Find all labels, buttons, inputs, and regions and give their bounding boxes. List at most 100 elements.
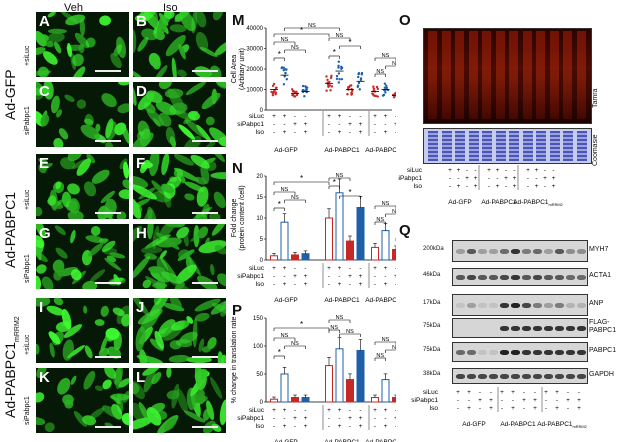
cell-shape [105,327,120,340]
cell-shape [100,190,116,204]
treat-sign: - [523,405,525,412]
cell-shape [195,31,209,52]
cell-shape [74,32,90,49]
treat-sign: - [283,415,285,422]
tamra-gel [423,28,592,124]
column-header-iso: Iso [163,2,178,14]
bar [270,255,278,261]
data-point [271,84,275,87]
cell-shape [158,319,176,338]
cell-shape [201,346,211,353]
treat-sign: + [489,405,493,412]
micrograph-panel-d: D [133,82,226,147]
cell-shape [56,109,63,118]
treat-sign: + [577,405,581,412]
cell-shape [169,298,182,310]
sig-label: * [333,48,336,57]
cell-shape [40,114,50,127]
treat-sign: + [384,113,388,120]
data-point [393,92,396,95]
row-label-ad-gfp: Ad-GFP [2,69,18,120]
cell-shape [57,266,79,277]
protein-band [467,248,476,254]
cell-shape [85,37,96,48]
treat-sign: + [552,183,556,190]
data-point [375,85,379,89]
data-point [272,82,276,86]
cell-shape [209,212,221,219]
row-label-ad-pabpc1-mrrm2: Ad-PABPC1mRRM2 [2,316,21,418]
y-tick-label: 0 [260,258,264,264]
coomasie-gel [423,128,592,164]
treat-sign: - [304,265,306,272]
protein-label: ANP [589,300,604,307]
protein-band [544,325,553,331]
treat-sign: + [555,389,559,396]
treat-sign: + [474,183,478,190]
cell-shape [147,206,157,219]
treat-sign: - [527,175,529,182]
cell-shape [217,273,226,287]
cell-shape [36,82,44,96]
protein-band [555,373,564,379]
treat-sign: + [465,175,469,182]
treat-sign: - [273,129,275,136]
protein-band [555,248,564,254]
treat-sign: + [283,113,287,120]
protein-label: ACTA1 [589,272,612,279]
treat-sign: - [294,113,296,120]
cell-shape [36,264,47,274]
blot-strip [452,342,588,362]
y-tick-label: 5 [260,237,264,243]
y-tick-label: 30000 [246,47,263,53]
column-header-veh: Veh [64,2,83,14]
cell-shape [36,275,42,289]
cell-shape [82,415,96,426]
cell-shape [53,138,64,147]
cell-shape [133,132,154,147]
cell-shape [36,298,51,307]
coomasie-lane [428,131,438,161]
treat-label: siPabpc1 [237,415,264,422]
panel-letter-q: Q [399,222,411,239]
data-point [383,86,387,89]
row-sub-sipabpc1-3: siPabpc1 [24,396,31,425]
panel-letter-m: M [232,12,245,29]
cell-shape [38,158,49,165]
protein-band [478,302,487,308]
protein-band [511,349,520,355]
treat-sign: - [523,389,525,396]
coomasie-lane [549,131,560,161]
cell-shape [138,12,159,23]
protein-band [533,349,542,355]
group-label: Ad-PABPC1mRRM2 [365,439,396,442]
cell-shape [58,128,69,140]
cell-shape [121,413,129,426]
cell-shape [213,191,226,209]
y-tick-label: 20000 [246,67,263,73]
bar [291,254,299,261]
cell-shape [118,189,129,200]
scale-bar [192,426,218,428]
protein-band [467,349,476,355]
scale-bar [95,70,121,72]
sig-label: * [278,50,281,59]
treat-sign: - [349,265,351,272]
treat-sign: + [338,407,342,414]
cell-shape [67,154,83,162]
cell-shape [36,47,46,55]
micrograph-panel-h: H [133,224,226,289]
cell-shape [166,368,172,378]
protein-band [467,274,476,280]
coomasie-lane [468,131,479,161]
protein-band [489,248,498,254]
bar [392,249,396,261]
cell-shape [49,342,55,358]
treat-sign: - [457,175,459,182]
tamra-lane [482,31,491,119]
treat-sign: - [545,397,547,404]
treat-sign: + [526,167,530,174]
treat-sign: - [304,407,306,414]
panel-letter-g: G [39,225,51,242]
protein-band [522,349,531,355]
